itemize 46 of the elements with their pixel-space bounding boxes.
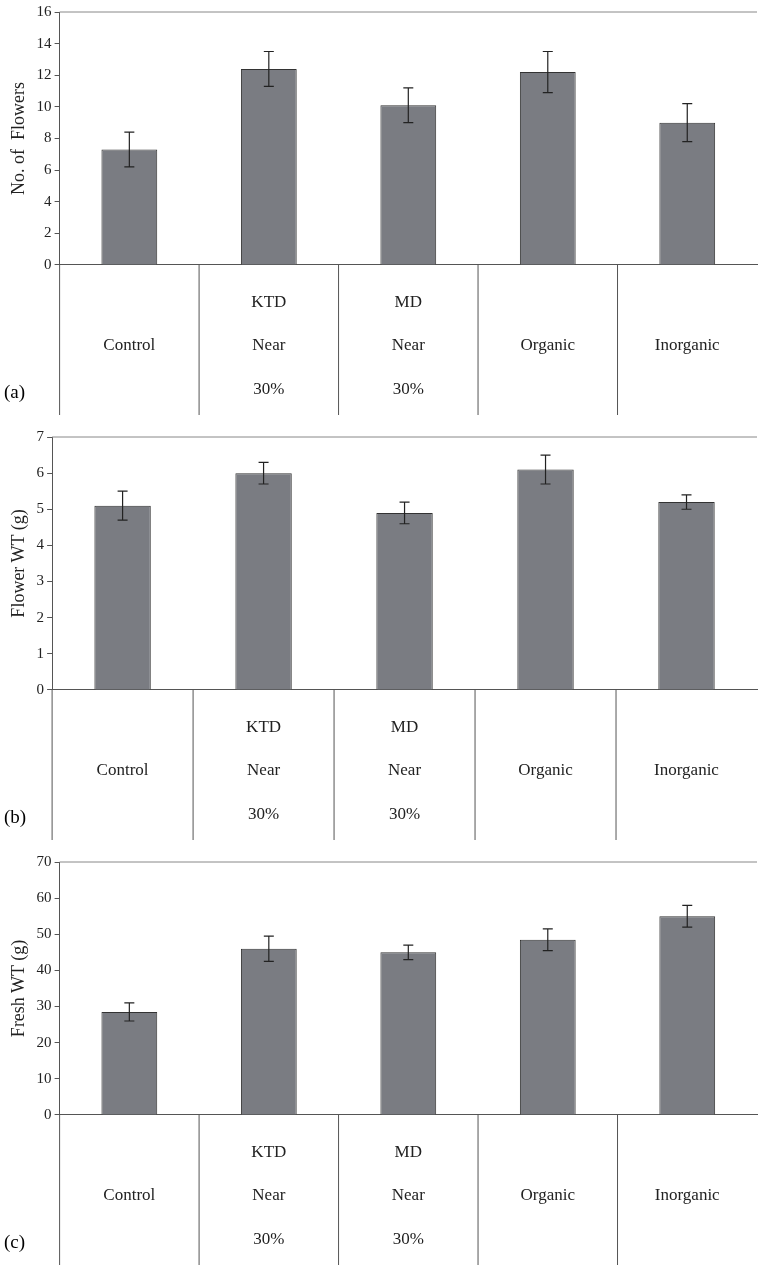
y-tick-label: 14 [36, 34, 53, 51]
y-tick-label: 4 [36, 536, 45, 553]
y-tick-label: 20 [36, 1033, 52, 1050]
y-tick-label: 7 [36, 427, 45, 444]
text: (a) [4, 381, 26, 404]
y-tick-label: 60 [36, 889, 52, 906]
text: (c) [4, 1231, 26, 1254]
x-tick-label: Control [103, 1185, 156, 1205]
category-label: MD Near 30% [391, 1142, 425, 1248]
y-axis-title: No. of Flowers [7, 81, 28, 195]
x-tick-label: Inorganic [654, 1185, 721, 1205]
category-label: KTD Near 30% [246, 717, 282, 823]
x-tick-label: Organic [520, 335, 576, 355]
x-tick-label: Inorganic [654, 335, 721, 355]
category-label: MD Near 30% [391, 292, 425, 398]
y-axis-title: Fresh WT (g) [7, 939, 29, 1038]
y-tick-label: 3 [36, 572, 45, 589]
y-tick-label: 12 [36, 66, 52, 83]
x-tick-label: Organic [518, 760, 574, 780]
category-label: KTD Near 30% [251, 1142, 287, 1248]
y-tick-label: 1 [36, 644, 45, 661]
y-tick-label: 0 [44, 1105, 52, 1122]
y-tick-label: 6 [36, 464, 45, 481]
category-label: KTD Near 30% [251, 292, 287, 398]
x-tick-label: Organic [520, 1185, 576, 1205]
y-tick-label: 6 [44, 161, 53, 178]
y-tick-label: 8 [44, 129, 52, 146]
y-tick-label: 2 [44, 224, 52, 241]
y-tick-label: 40 [36, 961, 52, 978]
y-tick-label: 4 [44, 192, 53, 209]
x-tick-label: Inorganic [654, 760, 720, 780]
x-tick-label: Control [96, 760, 149, 780]
y-tick-label: 16 [36, 2, 53, 19]
y-tick-label: 30 [36, 997, 52, 1014]
category-label: MD Near 30% [388, 717, 422, 823]
y-axis-title: Flower WT (g) [7, 509, 29, 618]
y-tick-label: 2 [36, 608, 45, 625]
text: (b) [4, 806, 27, 829]
x-tick-label: Control [103, 335, 156, 355]
y-tick-label: 0 [44, 255, 52, 272]
y-tick-label: 10 [36, 1069, 52, 1086]
y-tick-label: 50 [36, 925, 52, 942]
y-tick-label: 70 [36, 852, 52, 869]
y-tick-label: 0 [36, 680, 45, 697]
y-tick-label: 5 [36, 500, 45, 517]
y-tick-label: 10 [36, 97, 52, 114]
